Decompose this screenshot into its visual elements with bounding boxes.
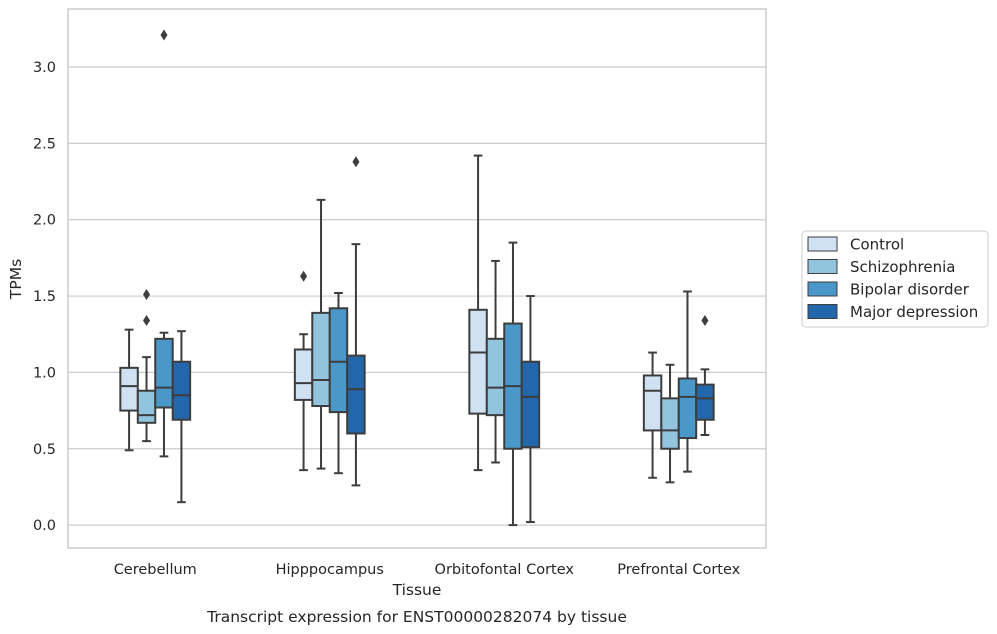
y-tick-labels: 0.0 0.5 1.0 1.5 2.0 2.5 3.0 (33, 60, 56, 534)
outlier-point (701, 314, 709, 326)
box-body (677, 377, 698, 440)
box-body (468, 308, 488, 415)
box-schizophrenia (485, 259, 506, 464)
box-control (468, 154, 488, 472)
box-body (695, 383, 715, 421)
gridlines (68, 66, 766, 526)
box-schizophrenia (660, 363, 680, 484)
box-body (485, 337, 506, 417)
box-body (346, 354, 366, 435)
x-tick-label: Prefrontal Cortex (617, 562, 740, 578)
box-body (520, 360, 541, 449)
outlier-point (143, 289, 151, 301)
box-major-depression (171, 330, 192, 504)
box-body (171, 360, 192, 421)
legend-swatch (807, 259, 838, 274)
plot-frame (67, 8, 767, 549)
x-tick-label: Orbitofontal Cortex (435, 562, 575, 578)
legend-label: Major depression (850, 303, 978, 321)
box-body (311, 311, 331, 407)
x-tick-label: Hipppocampus (276, 562, 384, 578)
legend-label: Bipolar disorder (850, 281, 970, 299)
y-tick-label: 0.5 (33, 442, 56, 458)
box-bipolar-disorder (503, 241, 523, 527)
legend-label: Schizophrenia (850, 258, 955, 276)
x-tick-labels: Cerebellum Hipppocampus Orbitofontal Corte… (114, 562, 741, 578)
box-bipolar-disorder (154, 29, 174, 458)
y-tick-label: 2.5 (33, 136, 56, 152)
box-schizophrenia (311, 198, 331, 470)
legend-items: Control Schizophrenia Bipolar disorder Majo… (807, 236, 978, 321)
box-body (660, 397, 680, 450)
box-control (119, 328, 139, 452)
x-tick-label: Cerebellum (114, 562, 197, 578)
box-body (136, 389, 157, 424)
x-axis-label: Tissue (392, 581, 442, 599)
y-tick-label: 1.5 (33, 289, 56, 305)
legend-swatch (807, 281, 838, 297)
box-major-depression (346, 156, 366, 487)
box-body (642, 374, 663, 432)
y-tick-label: 0.0 (33, 518, 56, 534)
outlier-point (352, 156, 360, 168)
box-plot-series (119, 29, 715, 527)
outlier-point (143, 314, 151, 326)
outlier-point (300, 270, 308, 282)
outlier-point (160, 29, 168, 41)
legend: Control Schizophrenia Bipolar disorder Majo… (801, 230, 989, 328)
box-body (119, 366, 139, 412)
legend-swatch (807, 304, 838, 319)
box-bipolar-disorder (328, 292, 349, 475)
box-body (328, 307, 349, 414)
legend-label: Control (850, 236, 904, 254)
box-body (154, 337, 174, 409)
box-major-depression (695, 314, 715, 437)
legend-frame (801, 230, 989, 328)
box-body (293, 348, 314, 401)
box-control (293, 270, 314, 472)
y-tick-label: 3.0 (33, 60, 56, 76)
y-tick-label: 2.0 (33, 213, 56, 229)
y-tick-label: 1.0 (33, 365, 56, 381)
box-schizophrenia (136, 289, 157, 443)
y-axis-label: TPMs (7, 259, 25, 300)
box-control (642, 351, 663, 479)
box-major-depression (520, 295, 541, 524)
legend-swatch (807, 236, 838, 252)
box-bipolar-disorder (677, 290, 698, 473)
chart-title: Transcript expression for ENST0000028207… (206, 608, 627, 626)
